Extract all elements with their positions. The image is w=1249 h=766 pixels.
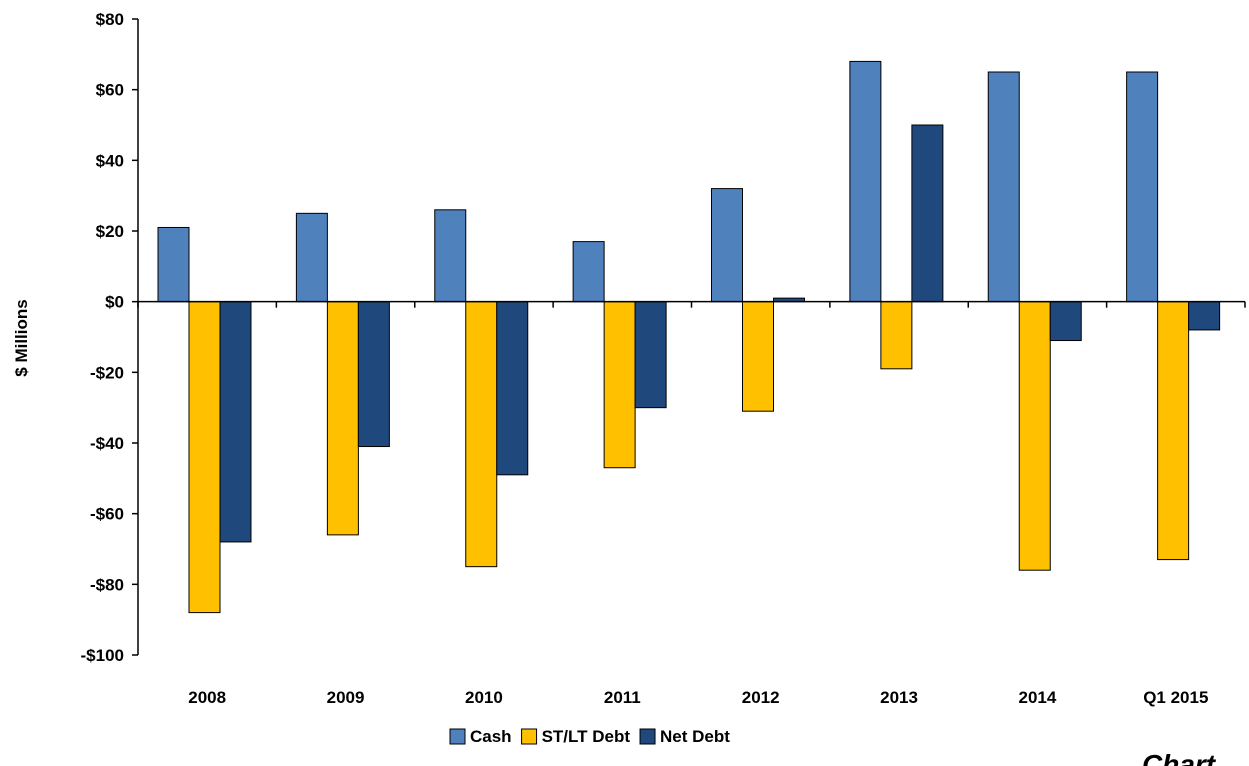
bar-cash-5 bbox=[849, 60, 882, 303]
legend-label: ST/LT Debt bbox=[542, 727, 631, 746]
legend-label: Net Debt bbox=[660, 727, 730, 746]
bar-net-debt-6 bbox=[1049, 301, 1082, 342]
x-tick-label: Q1 2015 bbox=[1143, 688, 1208, 707]
y-axis-title: $ Millions bbox=[12, 299, 31, 376]
legend-swatch bbox=[449, 728, 466, 745]
y-tick-label: $60 bbox=[96, 81, 124, 100]
x-axis-ticks: 2008 2009 2010 2011 2012 2013 2014 Q1 2015 bbox=[188, 688, 1208, 707]
bar-st-lt-debt-0 bbox=[188, 301, 221, 614]
y-tick-label: $20 bbox=[96, 222, 124, 241]
bars bbox=[157, 60, 1221, 614]
y-tick-label: -$60 bbox=[90, 505, 124, 524]
y-axis-ticks: $80 $60 $40 $20 $0 -$20 -$40 -$60 -$80 -$100 bbox=[81, 10, 138, 665]
bar-st-lt-debt-7 bbox=[1157, 301, 1190, 561]
bar-st-lt-debt-1 bbox=[326, 301, 359, 536]
legend-label: Cash bbox=[470, 727, 512, 746]
bar-st-lt-debt-6 bbox=[1018, 301, 1051, 571]
x-tick-label: 2012 bbox=[742, 688, 780, 707]
watermark-text: Chart bbox=[1142, 749, 1217, 766]
legend-swatch bbox=[639, 728, 656, 745]
y-tick-label: $40 bbox=[96, 151, 124, 170]
bar-cash-7 bbox=[1126, 71, 1159, 303]
bar-cash-6 bbox=[987, 71, 1020, 303]
bar-st-lt-debt-5 bbox=[880, 301, 913, 370]
bar-cash-4 bbox=[711, 188, 743, 303]
bar-cash-3 bbox=[572, 241, 605, 303]
y-tick-label: $80 bbox=[96, 10, 124, 29]
legend: Cash ST/LT Debt Net Debt bbox=[449, 727, 730, 746]
y-tick-label: -$20 bbox=[90, 363, 124, 382]
axes bbox=[137, 19, 1246, 655]
legend-swatch bbox=[521, 728, 538, 745]
y-tick-label: $0 bbox=[105, 293, 124, 312]
bar-st-lt-debt-4 bbox=[742, 301, 774, 412]
bar-cash-1 bbox=[295, 212, 328, 303]
bar-st-lt-debt-3 bbox=[603, 301, 636, 469]
bar-net-debt-1 bbox=[357, 301, 390, 448]
bar-cash-0 bbox=[157, 226, 190, 303]
x-tick-label: 2011 bbox=[604, 688, 641, 707]
x-tick-label: 2010 bbox=[465, 688, 503, 707]
bar-net-debt-3 bbox=[634, 301, 667, 409]
bar-net-debt-0 bbox=[219, 301, 252, 543]
y-tick-label: -$100 bbox=[81, 646, 124, 665]
x-tick-label: 2008 bbox=[188, 688, 226, 707]
y-tick-label: -$80 bbox=[90, 575, 124, 594]
x-tick-label: 2014 bbox=[1019, 688, 1057, 707]
bar-net-debt-2 bbox=[496, 301, 529, 476]
bar-cash-2 bbox=[434, 209, 467, 303]
x-tick-label: 2013 bbox=[880, 688, 918, 707]
y-tick-label: -$40 bbox=[90, 434, 124, 453]
bar-st-lt-debt-2 bbox=[465, 301, 498, 568]
bar-net-debt-5 bbox=[911, 124, 944, 303]
bar-net-debt-7 bbox=[1188, 301, 1221, 331]
x-tick-label: 2009 bbox=[327, 688, 365, 707]
